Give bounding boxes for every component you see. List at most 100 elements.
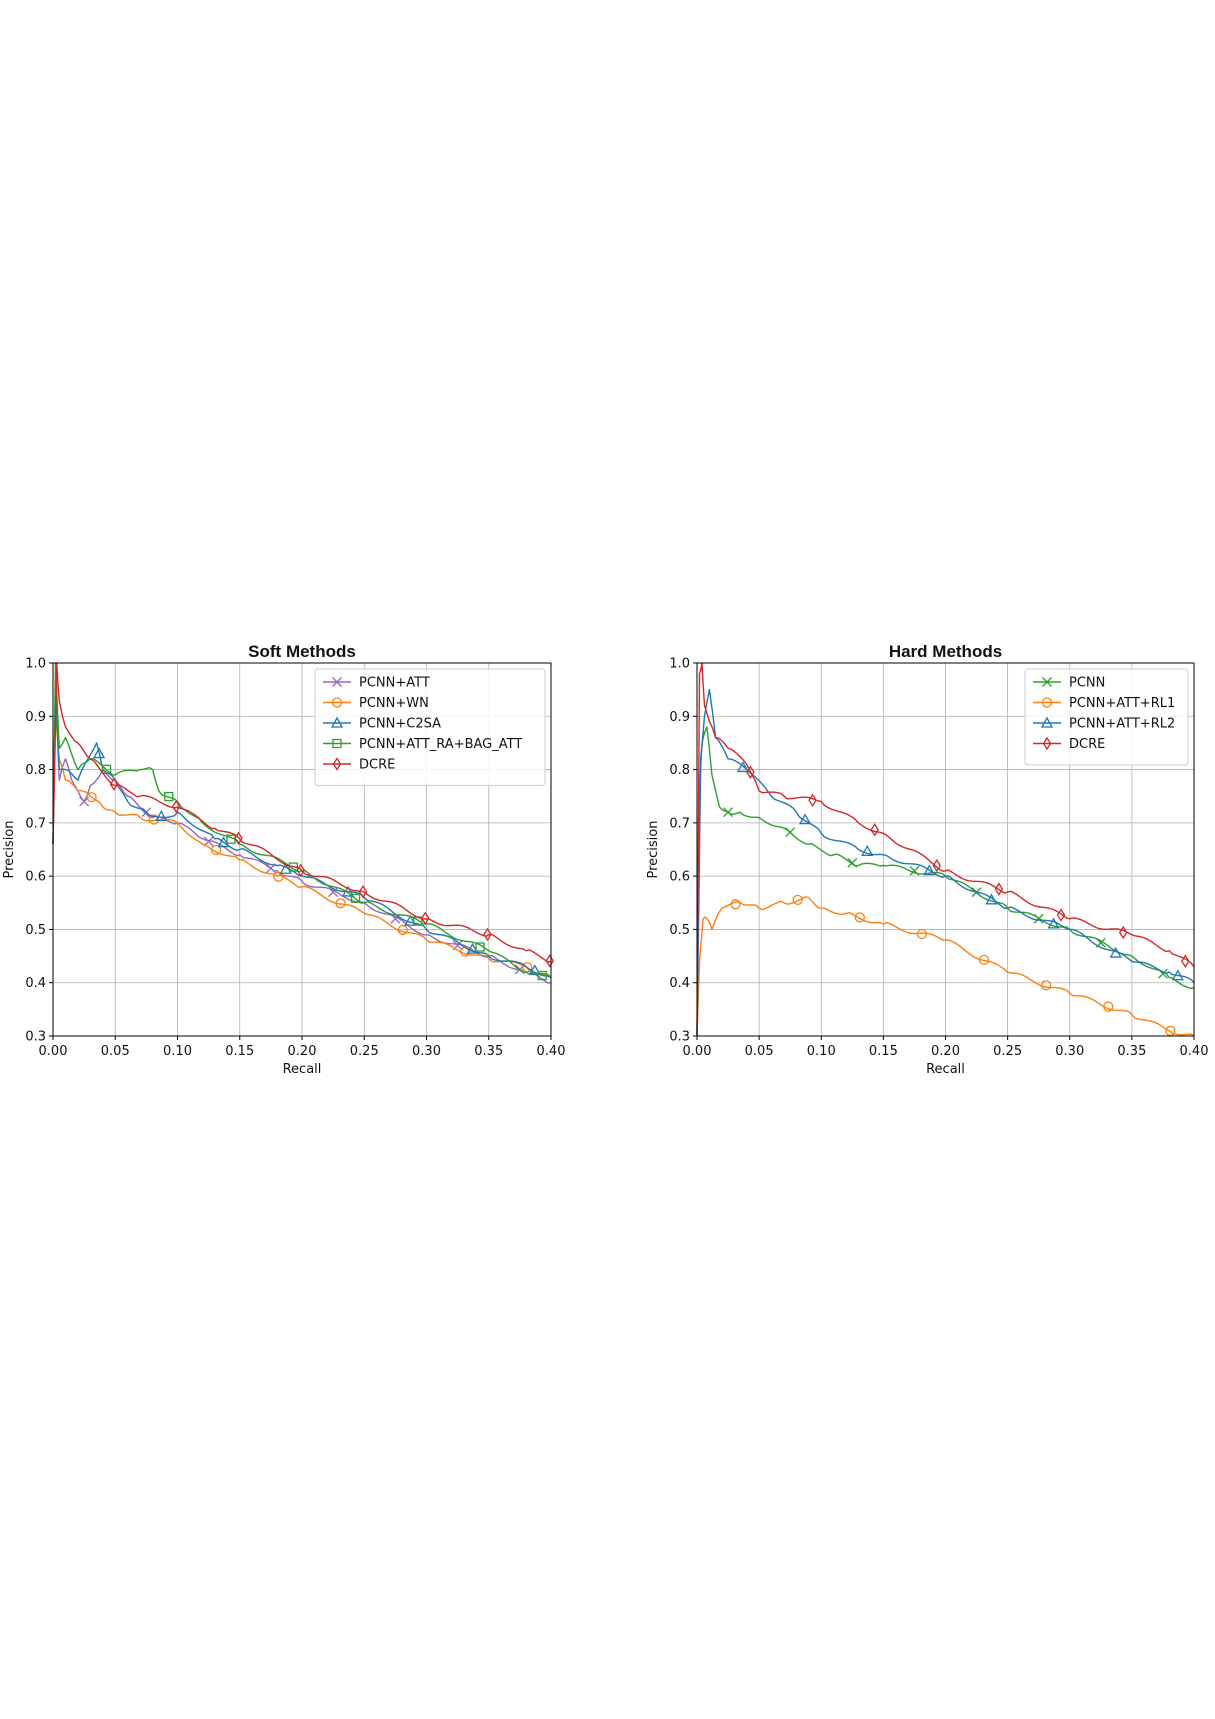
data-point-marker — [854, 912, 865, 923]
legend-box — [1024, 668, 1189, 766]
chart-title: Soft Methods — [248, 642, 356, 661]
x-tick-label: 0.10 — [163, 1044, 192, 1059]
data-point-marker — [86, 792, 97, 803]
data-point-marker — [483, 927, 492, 942]
y-tick-label: 1.0 — [669, 657, 690, 672]
data-point-marker — [808, 793, 817, 808]
data-point-marker — [358, 884, 368, 899]
x-tick-label: 0.20 — [288, 1044, 317, 1059]
series-line-dcre — [696, 662, 1195, 1037]
data-point-marker — [234, 831, 243, 846]
data-point-marker — [148, 814, 159, 825]
data-point-marker — [1171, 969, 1184, 981]
x-tick-label: 0.25 — [993, 1044, 1022, 1059]
y-tick-label: 1.0 — [25, 657, 46, 672]
x-tick-label: 0.05 — [101, 1044, 130, 1059]
data-point-marker — [932, 858, 942, 873]
legend-label: PCNN+ATT+RL2 — [1069, 717, 1175, 732]
data-point-marker — [101, 764, 112, 774]
data-point-marker — [210, 844, 222, 856]
chart-panel-1: 0.00 0.05 0.10 0.15 0.20 0.25 0.30 0.35 0.40 0.3 0… — [2, 642, 565, 1077]
data-point-marker — [1033, 913, 1044, 924]
x-tick-label: 0.35 — [1117, 1044, 1146, 1059]
legend-label: PCNN — [1069, 676, 1105, 691]
x-tick-label: 0.15 — [869, 1044, 898, 1059]
data-point-marker — [1118, 925, 1128, 940]
x-tick-label: 0.30 — [412, 1044, 441, 1059]
x-tick-label: 0.40 — [537, 1044, 566, 1059]
data-point-marker — [328, 887, 339, 898]
data-point-marker — [537, 970, 547, 981]
data-point-marker — [528, 964, 541, 976]
data-point-marker — [475, 942, 485, 952]
data-point-marker — [1109, 946, 1122, 958]
chart-title: Hard Methods — [889, 642, 1002, 661]
y-tick-label: 0.7 — [669, 816, 690, 831]
data-point-marker — [736, 761, 750, 773]
data-point-marker — [1056, 908, 1066, 922]
y-tick-label: 0.5 — [25, 923, 46, 938]
y-tick-label: 0.9 — [669, 710, 690, 725]
y-tick-label: 0.3 — [669, 1030, 690, 1045]
data-point-marker — [279, 862, 292, 874]
legend: PCNN PCNN+ATT+RL1 PCNN+ATT+RL2 DCRE — [1024, 668, 1189, 766]
data-point-marker — [397, 924, 408, 936]
series-markers — [730, 894, 1176, 1037]
data-point-marker — [331, 697, 343, 708]
legend-label: PCNN+ATT — [359, 676, 430, 691]
data-point-marker — [332, 757, 342, 771]
legend-box — [314, 668, 546, 786]
x-tick-label: 0.20 — [931, 1044, 960, 1059]
data-point-marker — [164, 791, 174, 802]
data-point-marker — [522, 962, 533, 973]
series-markers — [746, 765, 1190, 968]
data-point-marker — [273, 871, 284, 882]
x-tick-label: 0.40 — [1180, 1044, 1209, 1059]
x-tick-label: 0.30 — [1055, 1044, 1084, 1059]
series-markers — [109, 777, 555, 968]
y-tick-label: 0.5 — [669, 923, 690, 938]
data-point-marker — [785, 827, 796, 838]
data-point-marker — [420, 911, 430, 925]
data-point-marker — [1042, 677, 1052, 687]
x-tick-label: 0.00 — [683, 1044, 712, 1059]
data-point-marker — [746, 765, 755, 779]
series-line-pcnn-att-rl2 — [696, 688, 1195, 1037]
series-line-pcnn-att-rl1 — [696, 896, 1195, 1037]
data-point-marker — [155, 810, 168, 822]
legend-label: PCNN+C2SA — [359, 717, 441, 732]
data-point-marker — [171, 799, 181, 814]
y-tick-label: 0.9 — [25, 710, 46, 725]
series-line-pcnn — [696, 726, 1195, 1037]
data-point-marker — [1042, 736, 1052, 751]
plot-frame — [52, 662, 552, 1037]
y-tick-label: 0.8 — [669, 763, 690, 778]
data-point-marker — [404, 914, 417, 926]
series-line-pcnn-att — [52, 688, 552, 984]
data-point-marker — [985, 893, 998, 905]
data-point-marker — [1040, 716, 1054, 728]
data-point-marker — [296, 863, 306, 877]
y-axis-label: Precision — [2, 820, 17, 878]
y-tick-label: 0.6 — [25, 870, 46, 885]
data-point-marker — [723, 807, 734, 818]
y-tick-label: 0.8 — [25, 763, 46, 778]
data-point-marker — [1041, 697, 1053, 708]
x-axis-label: Recall — [926, 1062, 965, 1077]
x-tick-label: 0.10 — [807, 1044, 836, 1059]
x-tick-label: 0.05 — [745, 1044, 774, 1059]
data-point-marker — [109, 777, 119, 791]
plot-frame — [696, 662, 1195, 1037]
data-point-marker — [923, 864, 936, 876]
y-tick-label: 0.6 — [669, 870, 690, 885]
legend-label: PCNN+WN — [359, 696, 429, 711]
legend-label: DCRE — [359, 758, 395, 773]
legend-label: PCNN+ATT+RL1 — [1069, 696, 1175, 711]
series-markers — [723, 807, 1168, 979]
data-point-marker — [1165, 1025, 1176, 1037]
data-point-marker — [909, 865, 920, 876]
x-tick-label: 0.35 — [474, 1044, 503, 1059]
data-point-marker — [994, 882, 1004, 896]
y-tick-label: 0.7 — [25, 816, 46, 831]
